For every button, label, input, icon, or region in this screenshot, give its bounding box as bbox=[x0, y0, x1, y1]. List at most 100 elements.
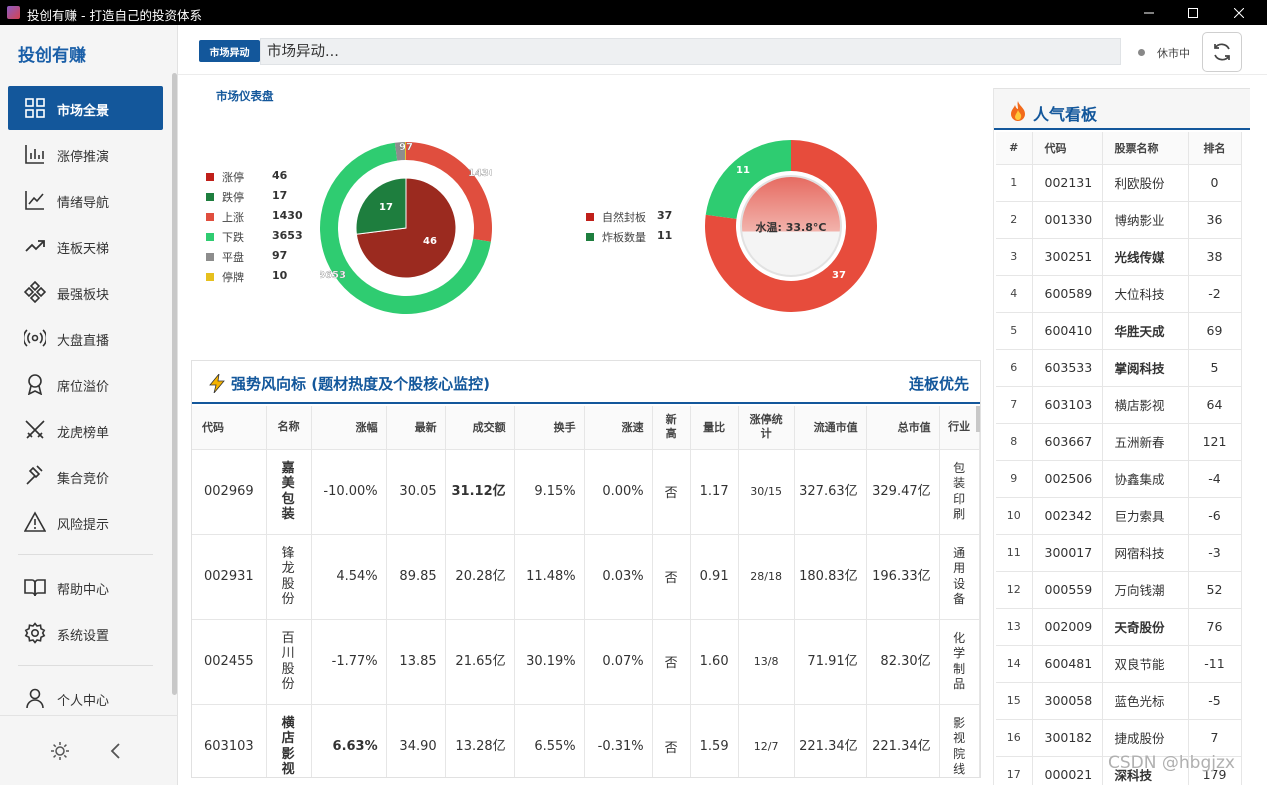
hot-row[interactable]: 10 002342 巨力索具 -6 bbox=[996, 497, 1242, 535]
donut-slice[interactable] bbox=[394, 142, 406, 161]
sidebar-item-help[interactable]: 帮助中心 bbox=[8, 565, 163, 609]
sidebar-item-strongest-sector[interactable]: 最强板块 bbox=[8, 270, 163, 314]
refresh-icon bbox=[1214, 43, 1230, 61]
cell-no: 1 bbox=[996, 164, 1033, 202]
cell-pct: 6.63% bbox=[311, 704, 387, 777]
donut-slice[interactable] bbox=[705, 140, 791, 219]
cell-rank: 64 bbox=[1188, 386, 1242, 424]
column-header[interactable]: 行业 bbox=[939, 406, 980, 450]
close-button[interactable] bbox=[1216, 0, 1262, 25]
table-row[interactable]: 603103 横店影视 6.63% 34.90 13.28亿 6.55% -0.31% 否 1.… bbox=[192, 704, 980, 777]
table-row[interactable]: 002455 百川股份 -1.77% 13.85 21.65亿 30.19% 0.07% 否 1… bbox=[192, 619, 980, 705]
sidebar-item-market-overview[interactable]: 市场全景 bbox=[8, 86, 163, 130]
table-row[interactable]: 002969 嘉美包装 -10.00% 30.05 31.12亿 9.15% 0.00% 否 1… bbox=[192, 449, 980, 535]
refresh-button[interactable] bbox=[1202, 32, 1242, 72]
minimize-icon bbox=[1144, 12, 1154, 13]
cell-industry: 包装印刷 bbox=[939, 449, 980, 535]
hot-row[interactable]: 3 300251 光线传媒 38 bbox=[996, 238, 1242, 276]
column-header[interactable]: 涨停统计 bbox=[738, 406, 795, 450]
sidebar-item-risk[interactable]: 风险提示 bbox=[8, 500, 163, 544]
maximize-button[interactable] bbox=[1170, 0, 1216, 25]
sidebar-item-settings[interactable]: 系统设置 bbox=[8, 611, 163, 655]
legend-item: 上涨 1430 bbox=[206, 209, 303, 225]
cell-pct: -1.77% bbox=[311, 619, 387, 705]
inner-slice[interactable] bbox=[355, 177, 407, 235]
hot-row[interactable]: 1 002131 利欧股份 0 bbox=[996, 164, 1242, 202]
hot-row[interactable]: 11 300017 网宿科技 -3 bbox=[996, 534, 1242, 572]
market-dashboard: 市场仪表盘 涨停 46 跌停 17 上涨 1430 下跌 3653 平盘 97 停牌 10 … bbox=[190, 80, 980, 355]
sidebar-item-limit-up[interactable]: 涨停推演 bbox=[8, 132, 163, 176]
cell-stat: 13/8 bbox=[738, 619, 795, 705]
column-header[interactable]: 代码 bbox=[192, 406, 267, 450]
water-temp-label: 水温: 33.8°C bbox=[756, 220, 827, 234]
hot-row[interactable]: 13 002009 天奇股份 76 bbox=[996, 608, 1242, 646]
column-header[interactable]: 代码 bbox=[1032, 132, 1103, 165]
legend-value: 46 bbox=[272, 169, 288, 182]
sidebar-item-profile[interactable]: 个人中心 bbox=[8, 676, 163, 720]
hot-row[interactable]: 2 001330 博纳影业 36 bbox=[996, 201, 1242, 239]
table-scrollbar[interactable] bbox=[976, 406, 980, 432]
hot-row[interactable]: 14 600481 双良节能 -11 bbox=[996, 645, 1242, 683]
warning-icon bbox=[24, 511, 46, 532]
column-header[interactable]: 股票名称 bbox=[1102, 132, 1189, 165]
cell-amount: 13.28亿 bbox=[445, 704, 515, 777]
cell-name: 百川股份 bbox=[266, 619, 312, 705]
cell-rank: 121 bbox=[1188, 423, 1242, 461]
legend-item: 停牌 10 bbox=[206, 269, 287, 285]
cell-no: 8 bbox=[996, 423, 1033, 461]
column-header[interactable]: 最新 bbox=[386, 406, 446, 450]
legend-value: 17 bbox=[272, 189, 288, 202]
column-header[interactable]: 流通市值 bbox=[794, 406, 867, 450]
sidebar-scrollbar[interactable] bbox=[172, 73, 177, 695]
cell-rank: 36 bbox=[1188, 201, 1242, 239]
donut-slice[interactable] bbox=[705, 140, 877, 312]
legend-label: 停牌 bbox=[222, 271, 244, 284]
cell-vr: 1.17 bbox=[690, 449, 739, 535]
hot-row[interactable]: 8 603667 五洲新春 121 bbox=[996, 423, 1242, 461]
sidebar-item-auction[interactable]: 集合竞价 bbox=[8, 454, 163, 498]
column-header[interactable]: 新高 bbox=[652, 406, 691, 450]
status-dot bbox=[1138, 49, 1145, 56]
sidebar-item-dragon-tiger[interactable]: 龙虎榜单 bbox=[8, 408, 163, 452]
table-row[interactable]: 002931 锋龙股份 4.54% 89.85 20.28亿 11.48% 0.03% 否 0.… bbox=[192, 534, 980, 620]
hot-row[interactable]: 17 000021 深科技 179 bbox=[996, 756, 1242, 785]
cell-pct: 4.54% bbox=[311, 534, 387, 620]
legend-value: 97 bbox=[272, 249, 288, 262]
hot-row[interactable]: 15 300058 蓝色光标 -5 bbox=[996, 682, 1242, 720]
hot-row[interactable]: 9 002506 协鑫集成 -4 bbox=[996, 460, 1242, 498]
consecutive-first-toggle[interactable]: 连板优先 bbox=[908, 375, 969, 393]
hot-row[interactable]: 16 300182 捷成股份 7 bbox=[996, 719, 1242, 757]
sidebar-item-live[interactable]: 大盘直播 bbox=[8, 316, 163, 360]
sidebar-item-ladder[interactable]: 连板天梯 bbox=[8, 224, 163, 268]
column-header[interactable]: 排名 bbox=[1188, 132, 1242, 165]
cell-name: 华胜天成 bbox=[1102, 312, 1189, 350]
column-header[interactable]: # bbox=[996, 132, 1033, 165]
cell-name: 协鑫集成 bbox=[1102, 460, 1189, 498]
hot-row[interactable]: 5 600410 华胜天成 69 bbox=[996, 312, 1242, 350]
hot-row[interactable]: 12 000559 万向钱潮 52 bbox=[996, 571, 1242, 609]
cell-rank: -3 bbox=[1188, 534, 1242, 572]
cell-pct: -10.00% bbox=[311, 449, 387, 535]
column-header[interactable]: 名称 bbox=[266, 406, 312, 450]
donut-slice[interactable] bbox=[406, 142, 492, 242]
cell-high: 否 bbox=[652, 619, 691, 705]
collapse-sidebar-icon[interactable] bbox=[108, 741, 122, 761]
column-header[interactable]: 涨幅 bbox=[311, 406, 387, 450]
strong-trend-panel: 强势风向标 (题材热度及个股核心监控) 连板优先 代码 名称 涨幅 最新 成交额 换手 涨速… bbox=[191, 360, 981, 778]
column-header[interactable]: 成交额 bbox=[445, 406, 515, 450]
hot-row[interactable]: 6 603533 掌阅科技 5 bbox=[996, 349, 1242, 387]
donut-slice[interactable] bbox=[404, 142, 406, 161]
column-header[interactable]: 涨速 bbox=[584, 406, 653, 450]
legend-label: 自然封板 bbox=[602, 211, 646, 224]
grid-icon bbox=[25, 98, 45, 118]
hot-row[interactable]: 7 603103 横店影视 64 bbox=[996, 386, 1242, 424]
minimize-button[interactable] bbox=[1126, 0, 1172, 25]
cell-name: 蓝色光标 bbox=[1102, 682, 1189, 720]
column-header[interactable]: 换手 bbox=[514, 406, 585, 450]
sidebar-item-seat-premium[interactable]: 席位溢价 bbox=[8, 362, 163, 406]
column-header[interactable]: 量比 bbox=[690, 406, 739, 450]
hot-row[interactable]: 4 600589 大位科技 -2 bbox=[996, 275, 1242, 313]
theme-toggle-icon[interactable] bbox=[50, 741, 70, 761]
sidebar-item-sentiment[interactable]: 情绪导航 bbox=[8, 178, 163, 222]
column-header[interactable]: 总市值 bbox=[866, 406, 940, 450]
